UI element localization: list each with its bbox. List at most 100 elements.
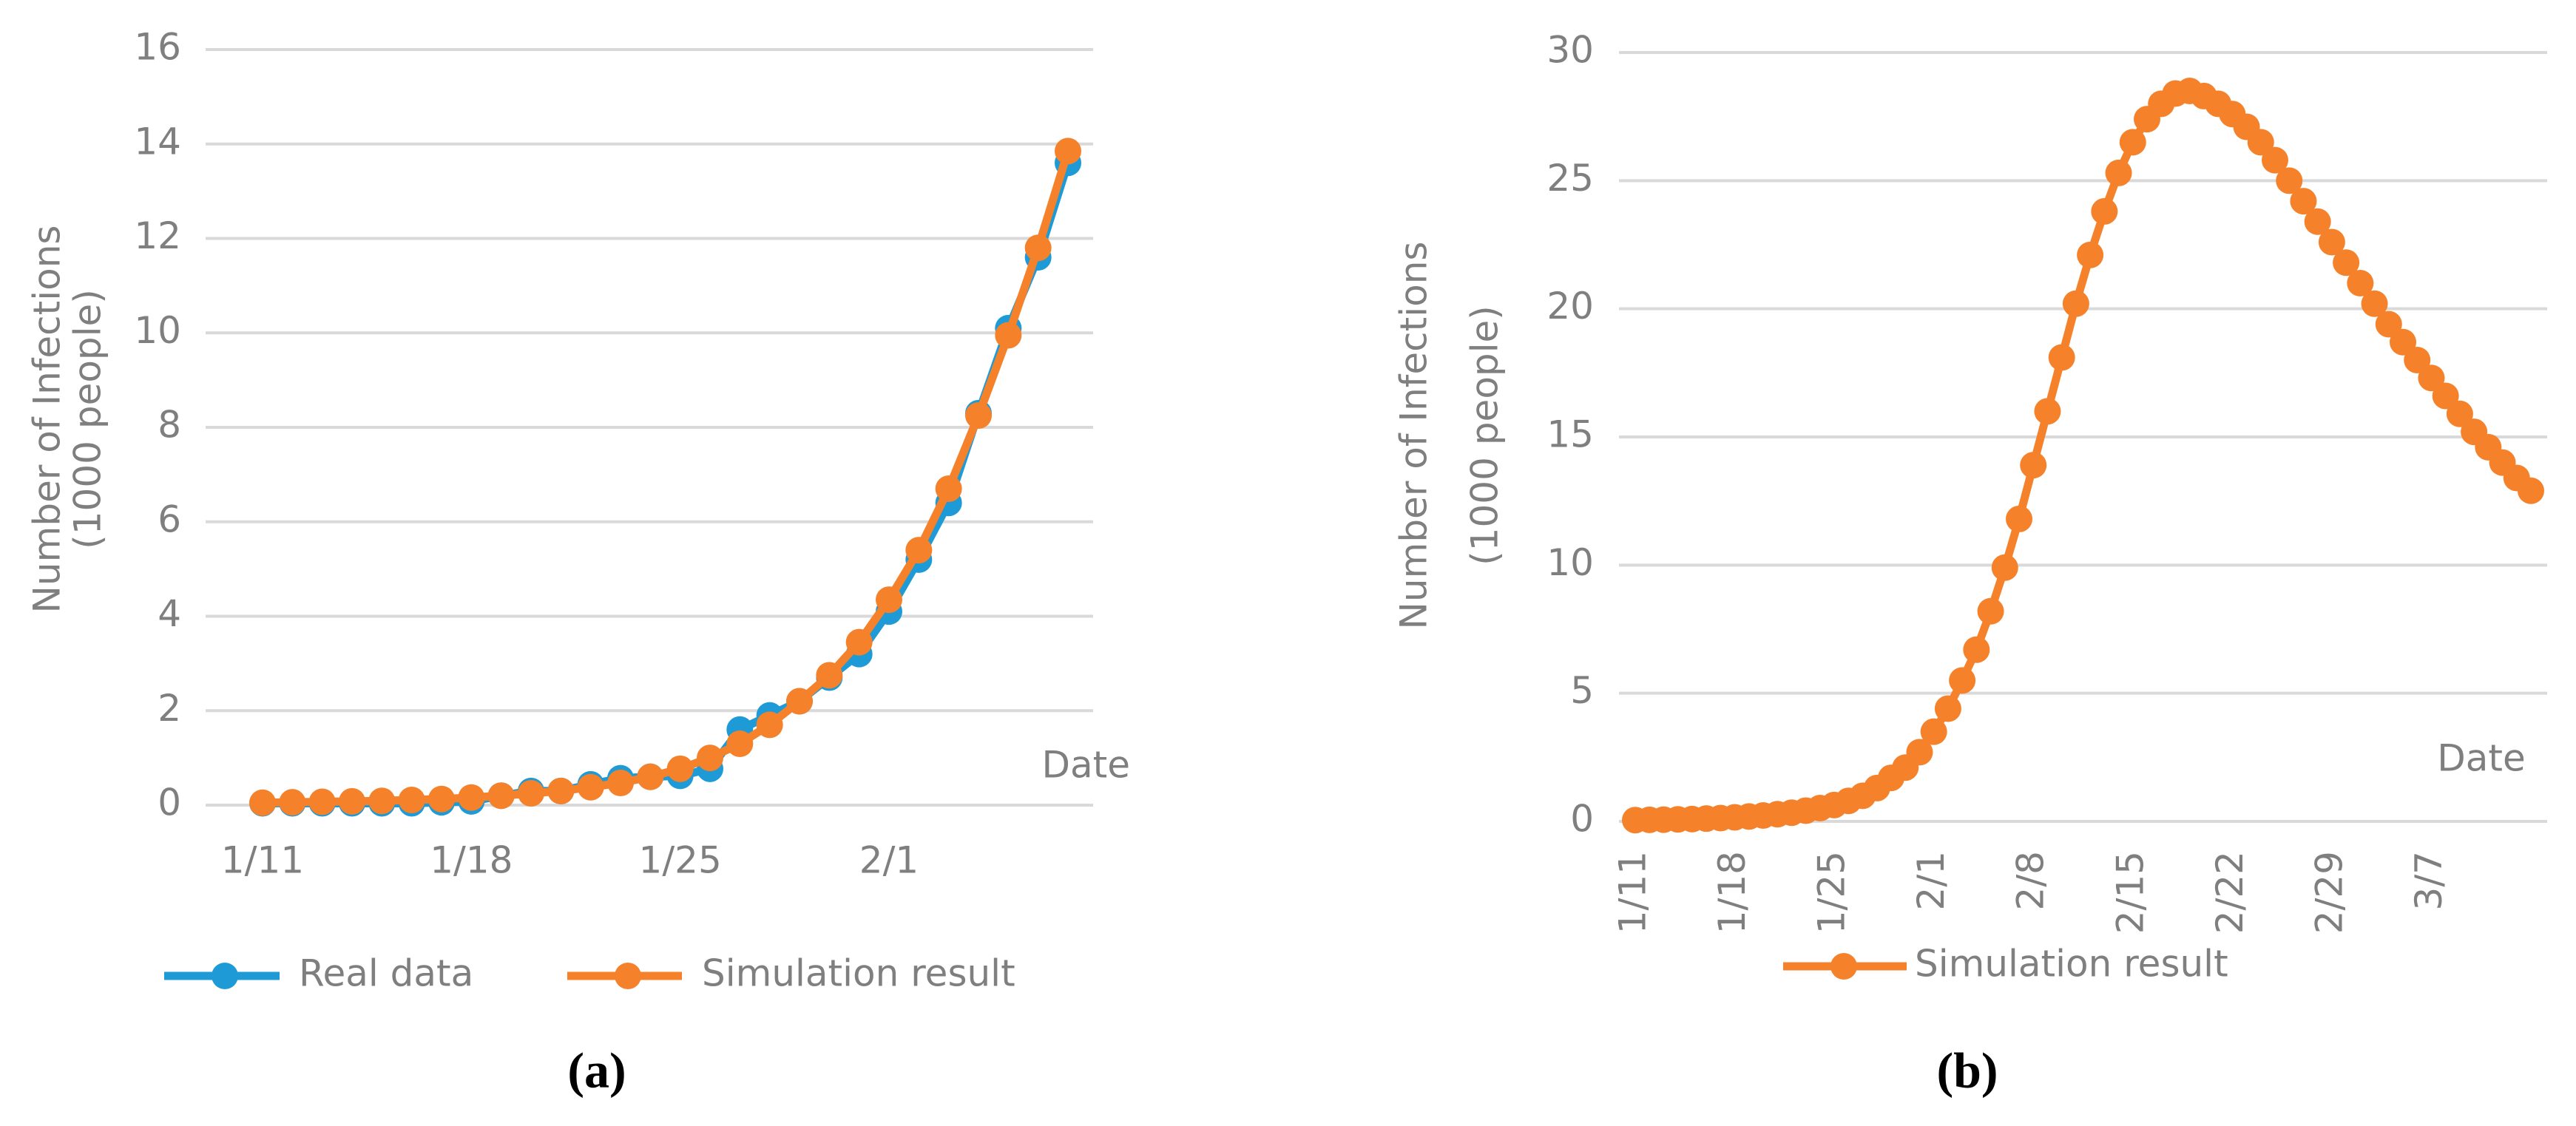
y-tick-label: 5 (1570, 669, 1594, 712)
data-point (876, 586, 902, 614)
data-point (2091, 197, 2118, 225)
y-axis-label: Number of Infections (26, 225, 69, 614)
y-tick-label: 25 (1546, 157, 1594, 200)
data-point (2518, 477, 2544, 504)
legend-marker (212, 963, 238, 989)
data-point (965, 402, 992, 430)
y-tick-label: 15 (1546, 413, 1594, 456)
data-point (279, 789, 306, 816)
legend-label: Real data (299, 952, 473, 995)
data-point (2404, 347, 2431, 373)
series-line (1634, 87, 2534, 824)
data-point (2432, 382, 2459, 410)
data-point (2062, 290, 2089, 317)
data-point (2048, 344, 2075, 371)
y-tick-label: 6 (158, 498, 181, 540)
series-line (262, 149, 1072, 807)
data-point (697, 745, 723, 772)
y-tick-label: 30 (1546, 29, 1594, 72)
x-axis-label: Date (2437, 737, 2526, 780)
data-point (1963, 636, 1990, 663)
y-tick-label: 4 (158, 592, 181, 635)
data-point (2105, 159, 2132, 186)
data-point (1906, 739, 1933, 766)
data-point (637, 763, 664, 790)
data-point (816, 662, 843, 689)
data-point (308, 788, 336, 815)
data-point (726, 730, 754, 757)
data-point (1024, 234, 1052, 262)
data-point (2020, 452, 2047, 479)
y-axis-label: Number of Infections (1393, 242, 1436, 630)
y-tick-label: 0 (158, 781, 181, 824)
data-point (458, 784, 485, 811)
data-point (2446, 400, 2473, 427)
x-tick-label: 1/25 (639, 839, 722, 882)
y-tick-label: 0 (1570, 798, 1594, 841)
data-point (2418, 364, 2445, 392)
y-tick-label: 10 (134, 309, 181, 352)
y-tick-label: 14 (134, 120, 181, 163)
data-point (1055, 138, 1081, 165)
data-point (666, 755, 694, 782)
legend-marker (1830, 953, 1857, 980)
x-tick-label: 2/29 (2308, 851, 2350, 934)
data-point (2119, 129, 2146, 156)
data-point (2247, 129, 2274, 156)
data-point (398, 786, 425, 813)
data-point (1949, 667, 1976, 694)
x-tick-label: 1/11 (221, 839, 304, 882)
x-tick-label: 1/11 (1612, 851, 1654, 934)
data-point (2347, 270, 2374, 296)
data-point (428, 785, 455, 813)
data-point (2375, 311, 2402, 338)
data-point (518, 780, 544, 807)
y-tick-label: 20 (1546, 285, 1594, 328)
legend-label: Simulation result (702, 952, 1015, 995)
x-tick-label: 3/7 (2407, 851, 2450, 910)
y-tick-label: 10 (1546, 541, 1594, 584)
data-point (2276, 167, 2303, 194)
data-point (1920, 718, 1947, 745)
legend-marker (615, 963, 641, 989)
data-point (2318, 228, 2345, 256)
y-tick-label: 8 (158, 404, 181, 447)
x-axis-label: Date (1041, 744, 1130, 787)
data-point (368, 787, 396, 815)
data-point (249, 789, 276, 816)
x-tick-label: 1/18 (430, 839, 513, 882)
data-point (577, 773, 604, 801)
data-point (2333, 249, 2360, 277)
data-point (2304, 208, 2331, 235)
data-point (2290, 188, 2317, 215)
x-tick-label: 1/25 (1811, 851, 1853, 934)
data-point (1991, 554, 2018, 581)
data-point (2390, 328, 2416, 356)
x-tick-label: 2/15 (2109, 851, 2151, 934)
x-tick-label: 2/22 (2208, 851, 2251, 934)
data-point (487, 782, 515, 810)
data-point (1977, 597, 2004, 625)
data-point (547, 777, 575, 804)
x-tick-label: 2/8 (2009, 851, 2052, 910)
y-tick-label: 16 (134, 26, 181, 69)
data-point (2077, 241, 2104, 268)
x-tick-label: 2/1 (1910, 851, 1953, 910)
data-point (935, 475, 962, 503)
y-axis-label: (1000 people) (1464, 305, 1507, 566)
data-point (2361, 290, 2388, 317)
y-axis-label: (1000 people) (67, 289, 109, 549)
data-point (2262, 146, 2288, 174)
caption: (b) (1936, 1042, 1998, 1099)
x-tick-label: 2/1 (859, 839, 919, 882)
data-point (2006, 505, 2032, 532)
legend-label: Simulation result (1915, 943, 2228, 986)
y-tick-label: 2 (158, 687, 181, 730)
data-point (756, 711, 783, 739)
data-point (995, 322, 1022, 349)
data-point (1934, 695, 1961, 722)
data-point (2034, 398, 2061, 425)
data-point (786, 688, 813, 715)
data-point (607, 769, 634, 796)
data-point (905, 537, 933, 564)
